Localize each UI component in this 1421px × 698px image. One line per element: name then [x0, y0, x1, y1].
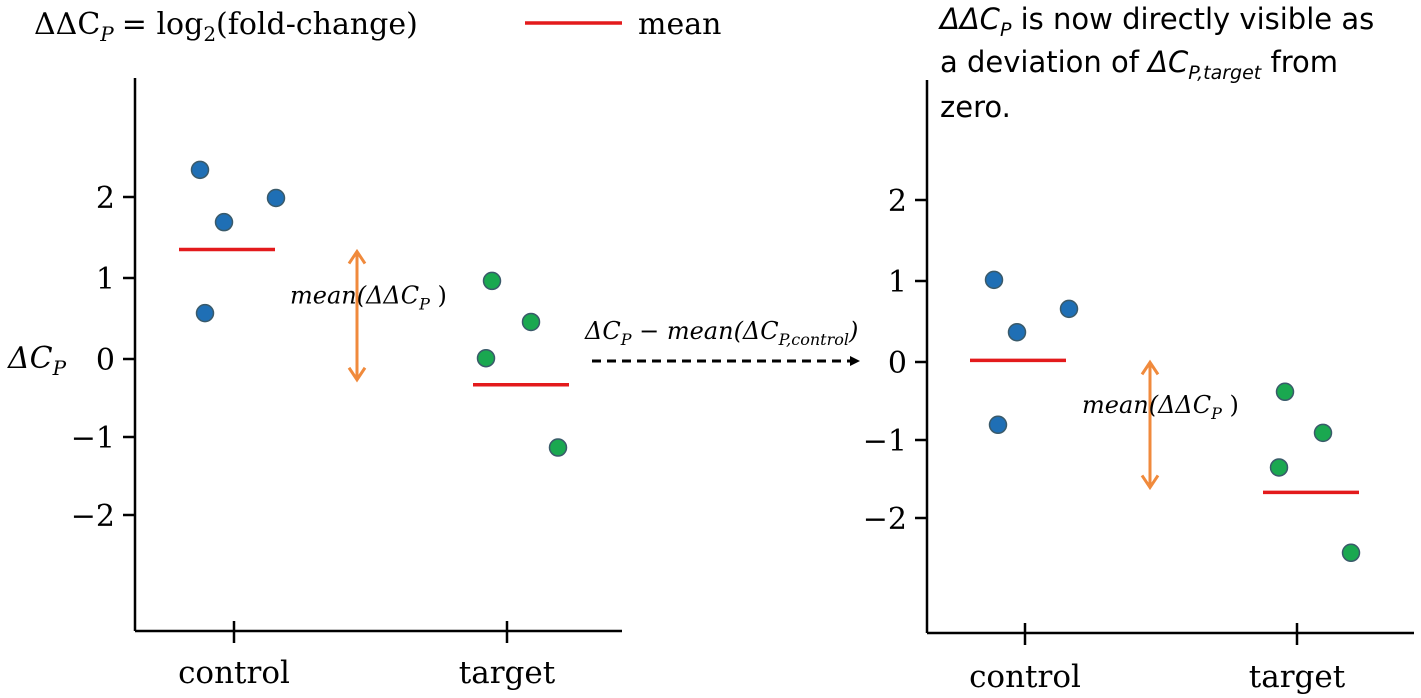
y-tick-label: 2 — [888, 184, 907, 219]
y-tick-label: −1 — [71, 421, 115, 456]
data-point-control — [214, 212, 234, 232]
data-point-control — [266, 188, 286, 208]
x-tick-label-control: control — [969, 659, 1081, 695]
data-point-control — [1059, 299, 1079, 319]
plot-left: −2 −1 0 1 2 control target ΔCP mean(ΔΔCP ) — [7, 78, 622, 691]
x-tick-label-control: control — [178, 655, 290, 691]
formula-rhs-tail: (fold-change) — [216, 7, 418, 42]
data-point-control — [1007, 322, 1027, 342]
y-tick-label: 2 — [96, 181, 115, 216]
y-tick-label: 0 — [888, 346, 907, 381]
transform-label: ΔCP − mean(ΔCP,control) — [584, 317, 858, 349]
x-tick-label-target: target — [1249, 659, 1346, 695]
data-point-control — [984, 270, 1004, 290]
mean-diff-arrowhead-top — [1140, 359, 1160, 376]
data-point-target — [1341, 543, 1361, 563]
mean-diff-arrowhead-bottom — [1140, 474, 1160, 491]
data-point-target — [1269, 458, 1289, 477]
y-tick-label: −1 — [863, 424, 907, 459]
mean-diff-arrowhead-bottom — [347, 366, 367, 383]
data-point-target — [1275, 382, 1295, 402]
data-point-target — [521, 312, 541, 332]
y-tick-label: 1 — [888, 265, 907, 300]
formula-lhs-sub: P — [99, 22, 114, 46]
mean-diff-label: mean(ΔΔCP ) — [290, 282, 447, 314]
x-tick-label-target: target — [459, 655, 556, 691]
formula-text: ΔΔCP = log2(fold-change) — [34, 7, 418, 46]
mean-diff-label: mean(ΔΔCP ) — [1082, 391, 1239, 423]
note-line-2: a deviation of ΔCP,target from — [940, 45, 1338, 84]
data-point-target — [476, 348, 496, 368]
data-point-control — [195, 303, 215, 323]
note-line-3: zero. — [940, 90, 1011, 124]
y-tick-label: −2 — [71, 499, 115, 534]
formula-lhs: ΔΔC — [34, 7, 100, 42]
data-point-target — [482, 271, 502, 291]
formula-rhs-sub: 2 — [203, 22, 216, 46]
legend-mean-label: mean — [638, 7, 721, 42]
y-tick-label: −2 — [863, 502, 907, 537]
mean-diff-arrowhead-top — [347, 248, 367, 265]
data-point-control — [988, 415, 1008, 435]
y-axis-label: ΔCP — [7, 341, 67, 380]
data-point-target — [548, 438, 568, 457]
y-tick-label: 0 — [96, 343, 115, 378]
y-tick-label: 1 — [96, 262, 115, 297]
note-line-1: ΔΔCP is now directly visible as — [938, 2, 1374, 41]
plot-right: −2 −1 0 1 2 control target mean(ΔΔCP ) — [863, 80, 1414, 695]
data-point-target — [1313, 423, 1333, 443]
data-point-control — [190, 160, 210, 180]
formula-rhs-log: = log — [122, 7, 204, 42]
